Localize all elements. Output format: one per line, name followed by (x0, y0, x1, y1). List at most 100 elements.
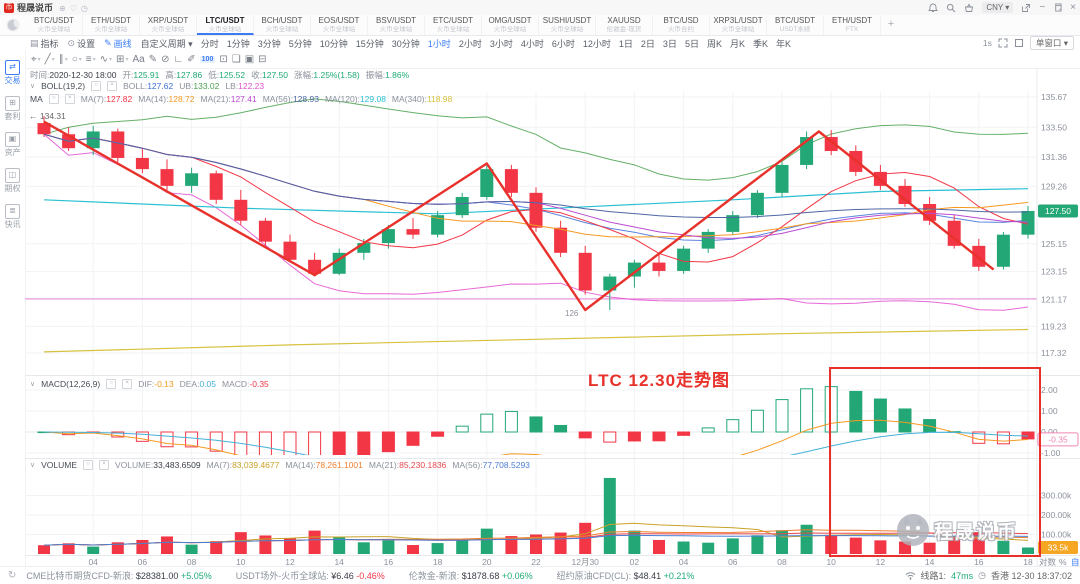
restore-button[interactable] (1053, 3, 1062, 12)
tab-xauusd[interactable]: XAUUSD 伦敦金-现货 (596, 15, 653, 35)
tab-bsv-usdt[interactable]: BSV/USDT 火币全球站 (368, 15, 425, 35)
period-3分钟[interactable]: 3分钟 (257, 38, 281, 49)
add-icon[interactable]: ⊕ (59, 3, 66, 13)
trend-zigzag-line[interactable] (43, 120, 995, 312)
brush-icon[interactable]: ✎ (148, 54, 158, 65)
macd-pane[interactable] (37, 386, 1035, 480)
refresh-icon[interactable]: ↻ (8, 570, 17, 581)
period-季K[interactable]: 季K (752, 38, 768, 49)
tab-btc-usd[interactable]: BTC/USD 火币合约 (653, 15, 710, 35)
collapse-caret-icon[interactable]: ∨ (30, 462, 36, 469)
minimize-button[interactable]: − (1039, 1, 1046, 13)
basket-icon[interactable] (964, 3, 974, 13)
period-12小时[interactable]: 12小时 (582, 38, 611, 49)
period-3日[interactable]: 3日 (662, 38, 677, 49)
volume-pane[interactable] (38, 477, 1034, 554)
candlestick-chart-canvas[interactable]: ← 134.31 126 135.67 133.50 131.36 129.26 125.1… (25, 68, 1080, 567)
sidebar-item-资产[interactable]: ▣ 资产 (0, 132, 25, 158)
period-1日[interactable]: 1日 (618, 38, 633, 49)
period-1分钟[interactable]: 1分钟 (226, 38, 250, 49)
period-6小时[interactable]: 6小时 (551, 38, 575, 49)
history-icon[interactable]: ◷ (80, 3, 88, 13)
indicator-close-icon[interactable]: × (107, 81, 118, 91)
sidebar-item-icon: ⇄ (5, 60, 20, 75)
tab-etc-usdt[interactable]: ETC/USDT 火币全球站 (425, 15, 482, 35)
period-3小时[interactable]: 3小时 (489, 38, 513, 49)
lock-icon[interactable]: ⊡ (219, 54, 228, 65)
collapse-caret-icon[interactable]: ∨ (30, 83, 36, 90)
sidebar-item-套利[interactable]: ⊞ 套利 (0, 96, 25, 122)
tab-xrp3l-usdt[interactable]: XRP3L/USDT 火币全球站 (710, 15, 767, 35)
ellipse-icon[interactable]: ○ ▾ (71, 54, 82, 65)
ruler-icon[interactable]: ∟ (173, 54, 184, 65)
highlight-box-annotation[interactable] (829, 367, 1041, 557)
crosshair-icon[interactable]: ⌖ ▾ (31, 54, 41, 65)
eraser-icon[interactable]: ⊘ (161, 54, 170, 65)
tool-指标[interactable]: ▤ 指标 (30, 37, 59, 50)
collapse-caret-icon[interactable]: ∨ (30, 381, 36, 388)
period-15分钟[interactable]: 15分钟 (355, 38, 384, 49)
indicator-close-icon[interactable]: × (64, 94, 75, 104)
fib-grid-icon[interactable]: ⊞ ▾ (116, 54, 129, 65)
period-4小时[interactable]: 4小时 (520, 38, 544, 49)
tab-btc-usdt[interactable]: BTC/USDT 火币全球站 (26, 15, 83, 35)
trash-icon[interactable]: ⊟ (258, 54, 267, 65)
tab-eth-usdt[interactable]: ETH/USDT 火币全球站 (83, 15, 140, 35)
period-2小时[interactable]: 2小时 (458, 38, 482, 49)
period-1小时[interactable]: 1小时 (427, 38, 451, 49)
trendline-icon[interactable]: ╱ ▾ (44, 54, 55, 65)
period-5分钟[interactable]: 5分钟 (288, 38, 312, 49)
search-icon[interactable] (946, 3, 956, 13)
tab-eos-usdt[interactable]: EOS/USDT 火币全球站 (311, 15, 368, 35)
tab-bch-usdt[interactable]: BCH/USDT 火币全球站 (254, 15, 311, 35)
horizontal-line-icon[interactable]: ≡ ▾ (85, 54, 96, 65)
magnet-icon[interactable]: 100 (199, 56, 216, 63)
price-pane[interactable] (25, 98, 1037, 353)
add-tab-button[interactable]: + (887, 18, 895, 30)
period-30分钟[interactable]: 30分钟 (391, 38, 420, 49)
indicator-settings-icon[interactable]: ○ (83, 460, 94, 470)
tab-ltc-usdt[interactable]: LTC/USDT 火币全球站 (197, 15, 254, 35)
bell-icon[interactable] (928, 3, 939, 13)
currency-selector[interactable]: CNY ▾ (982, 2, 1014, 13)
tab-btc-usdt[interactable]: BTC/USDT USDT永续 (767, 15, 824, 35)
favorite-icon[interactable]: ♡ (69, 3, 77, 13)
tab-omg-usdt[interactable]: OMG/USDT 火币全球站 (482, 15, 539, 35)
period-10分钟[interactable]: 10分钟 (319, 38, 348, 49)
snapshot-icon[interactable]: ▣ (244, 54, 255, 65)
close-button[interactable]: × (1070, 1, 1076, 13)
tab-sushi-usdt[interactable]: SUSHI/USDT 火币全球站 (539, 15, 596, 35)
popout-icon[interactable] (1021, 3, 1031, 13)
indicator-close-icon[interactable]: × (99, 460, 110, 470)
sidebar-item-交易[interactable]: ⇄ 交易 (0, 60, 25, 86)
period-分时[interactable]: 分时 (200, 38, 219, 49)
tool-画线[interactable]: ✎ 画线 (104, 37, 132, 50)
period-2日[interactable]: 2日 (640, 38, 655, 49)
tab-xrp-usdt[interactable]: XRP/USDT 火币全球站 (140, 15, 197, 35)
exchange-logo-icon (6, 18, 20, 32)
sidebar-item-快讯[interactable]: ≣ 快讯 (0, 204, 25, 230)
period-月K[interactable]: 月K (729, 38, 745, 49)
legend-key: MA(21): (368, 460, 400, 470)
channel-icon[interactable]: ∥ ▾ (58, 54, 68, 65)
fullscreen-icon[interactable] (998, 38, 1008, 48)
period-年K[interactable]: 年K (776, 38, 792, 49)
period-自定义周期 ▾[interactable]: 自定义周期 ▾ (140, 38, 193, 49)
period-5日[interactable]: 5日 (684, 38, 699, 49)
period-周K[interactable]: 周K (706, 38, 722, 49)
layout-icon[interactable] (1014, 38, 1024, 48)
chevron-down-icon: ▾ (78, 57, 82, 63)
text-icon[interactable]: Aa (132, 54, 145, 65)
indicator-close-icon[interactable]: × (122, 379, 133, 389)
wave-icon[interactable]: ∿ ▾ (99, 54, 113, 65)
line-label[interactable]: 线路1: (920, 571, 947, 581)
tab-eth-usdt[interactable]: ETH/USDT FTX (824, 15, 881, 35)
indicator-settings-icon[interactable]: ○ (91, 81, 102, 91)
pencil-icon[interactable]: ✐ (187, 54, 196, 65)
indicator-settings-icon[interactable]: ○ (106, 379, 117, 389)
sidebar-item-期权[interactable]: ◫ 期权 (0, 168, 25, 194)
window-mode-select[interactable]: 单窗口 ▾ (1029, 36, 1074, 50)
tool-设置[interactable]: ⊙ 设置 (68, 37, 96, 50)
copy-icon[interactable]: ❏ (231, 54, 241, 65)
indicator-settings-icon[interactable]: ○ (48, 94, 59, 104)
